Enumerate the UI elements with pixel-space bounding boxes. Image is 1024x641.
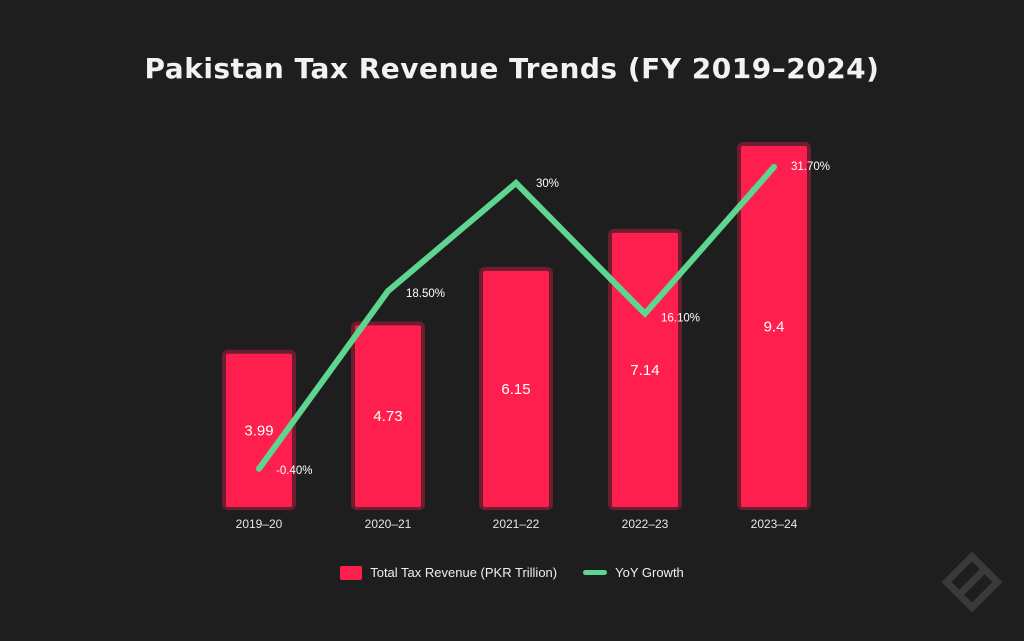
bars-layer xyxy=(222,142,811,511)
x-tick-label-1: 2020–21 xyxy=(365,517,412,531)
bar-4 xyxy=(741,146,807,508)
bar-value-label-4: 9.4 xyxy=(764,319,785,336)
growth-series-line xyxy=(256,164,777,472)
x-tick-label-4: 2023–24 xyxy=(751,517,798,531)
legend-item-growth: YoY Growth xyxy=(583,565,684,580)
growth-line-layer xyxy=(256,164,777,472)
growth-point-label-0: -0.40% xyxy=(276,465,312,477)
bar-0 xyxy=(226,353,292,507)
x-tick-label-3: 2022–23 xyxy=(622,517,669,531)
legend-swatch-growth xyxy=(583,570,608,575)
bar-value-label-3: 7.14 xyxy=(630,362,659,379)
bar-3 xyxy=(612,232,678,507)
bar-value-label-0: 3.99 xyxy=(244,422,273,439)
x-tick-label-0: 2019–20 xyxy=(236,517,283,531)
legend: Total Tax Revenue (PKR Trillion) YoY Gro… xyxy=(0,565,1024,580)
labels-layer: 3.99 2019–20 4.73 2020–21 6.15 2021–22 7.14 202… xyxy=(236,161,830,531)
legend-item-revenue: Total Tax Revenue (PKR Trillion) xyxy=(340,565,557,580)
bar-value-label-1: 4.73 xyxy=(373,408,402,425)
bar-2 xyxy=(483,270,549,507)
legend-swatch-revenue xyxy=(340,565,363,580)
x-tick-label-2: 2021–22 xyxy=(493,517,540,531)
growth-point-label-2: 30% xyxy=(536,178,559,190)
chart-title: Pakistan Tax Revenue Trends (FY 2019–202… xyxy=(144,52,880,85)
legend-label-revenue: Total Tax Revenue (PKR Trillion) xyxy=(370,565,558,580)
logo-mark-icon xyxy=(941,551,1003,613)
legend-label-growth: YoY Growth xyxy=(615,565,684,580)
bar-value-label-2: 6.15 xyxy=(501,381,530,398)
growth-point-label-3: 16.10% xyxy=(661,313,700,325)
growth-point-label-4: 31.70% xyxy=(791,161,830,173)
growth-point-label-1: 18.50% xyxy=(406,288,445,300)
bar-1 xyxy=(355,325,421,507)
